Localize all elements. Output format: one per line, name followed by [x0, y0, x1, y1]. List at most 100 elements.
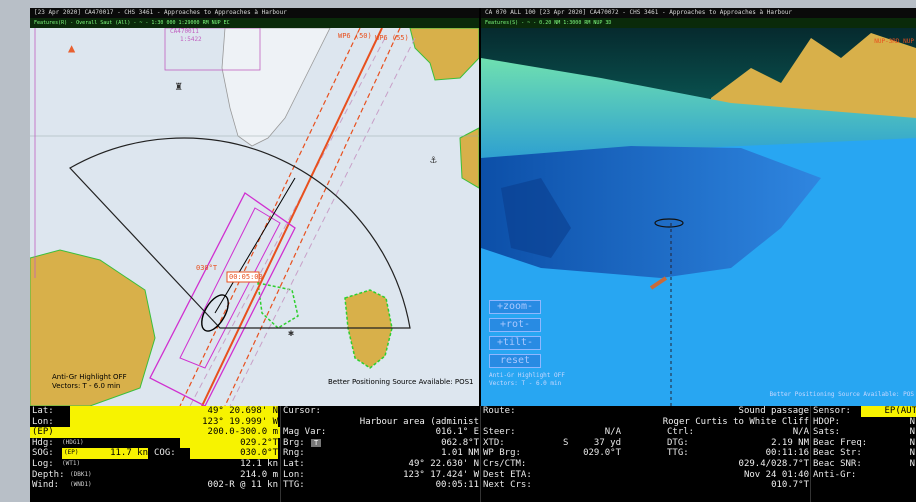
route-label: Route:	[483, 406, 516, 416]
lat-label: Lat:	[32, 406, 54, 416]
lat-value: 49° 20.698' N	[70, 406, 278, 417]
fairway-limit-b	[229, 37, 416, 406]
rng-label: Rng:	[283, 448, 305, 459]
lat-row: Lat: 49° 20.698' N	[30, 406, 280, 417]
magvar-value: 016.1° E	[435, 427, 479, 438]
beac-str-row: Beac Str: N	[811, 448, 916, 459]
chart-anti-grounding-status: Anti-Gr Highlight OFF	[52, 373, 127, 381]
route-leg	[201, 28, 383, 406]
sats-label: Sats:	[813, 427, 841, 438]
crs-value: 029.4/028.7°T	[738, 458, 809, 469]
magvar-row: Mag Var: 016.1° E	[281, 427, 481, 438]
cell-label-1: CA470011	[170, 28, 199, 35]
view3d-title: CA 070 ALL 100 [23 Apr 2020] CA470072 - …	[485, 9, 793, 16]
route-name[interactable]: Sound passage	[738, 406, 809, 416]
shoal-outline	[257, 282, 299, 329]
land-island-bottom-right	[344, 289, 393, 369]
beac-freq-value: N	[909, 437, 915, 448]
navigation-data-panel: Lat: 49° 20.698' N Lon: 123° 19.999' W (EP…	[30, 406, 916, 502]
sog-row: SOG: 11.7 kn (EP) COG: 030.0°T	[30, 448, 280, 459]
wp-ttg-value: 00:11:16	[765, 448, 809, 459]
sog-label: SOG:	[32, 448, 54, 459]
cursor-label: Cursor:	[283, 406, 321, 416]
hdop-row: HDOP: N	[811, 417, 916, 428]
terrain-mountains	[711, 33, 916, 118]
view3d-settings-bar[interactable]: Features(S) - ~ - 0.20 NM 1:3000 RM NUP …	[481, 18, 916, 28]
xtd-direction: S	[563, 437, 569, 448]
anti-gr-label: Anti-Gr:	[813, 469, 857, 480]
view3d-settings: Features(S) - ~ - 0.20 NM 1:3000 RM NUP …	[485, 20, 612, 26]
cursor-row: Cursor:	[281, 406, 481, 417]
cursor-lat-label: Lat:	[283, 458, 305, 469]
log-source: (WT1)	[62, 459, 81, 467]
hdg-value: 029.2°T	[180, 437, 278, 449]
beac-str-label: Beac Str:	[813, 448, 862, 459]
hdg-source: (HDG1)	[62, 438, 84, 446]
route-row: Route: Sound passage	[481, 406, 811, 417]
xtd-value: 37 yd	[593, 437, 621, 448]
lon-value: 123° 19.999' W	[70, 416, 278, 428]
depth-value: 214.0 m	[240, 469, 278, 480]
wpbrg-label: WP Brg:	[483, 448, 521, 459]
tilt-control-button[interactable]: +tilt-	[489, 336, 541, 350]
target-vessel-3d[interactable]	[649, 276, 668, 290]
brg-value: 062.8°T	[441, 437, 479, 448]
lon-row: Lon: 123° 19.999' W	[30, 416, 280, 428]
wpbrg-value: 029.0°T	[583, 448, 621, 459]
seabed-slope	[481, 146, 821, 278]
cursor-ttg-row: TTG: 00:05:11	[281, 480, 481, 491]
hdop-value: N	[909, 416, 915, 427]
sats-row: Sats: N	[811, 427, 916, 438]
ep-row: (EP) 200.0-300.0 m	[30, 427, 280, 438]
beacon-icon: ♜	[175, 79, 182, 93]
heading-line	[214, 177, 296, 314]
next-crs-row: Next Crs: 010.7°T	[481, 480, 811, 491]
chart-vectors-status: Vectors: T - 6.0 min	[52, 382, 121, 390]
next-crs-label: Next Crs:	[483, 480, 532, 491]
time-label: 00:05:00	[229, 273, 263, 281]
view3d-positioning-status: Better Positioning Source Available: POS	[769, 391, 915, 398]
sensor-column: Sensor: EP(AUT HDOP: N Sats: N Beac Freq: N …	[810, 406, 916, 502]
log-label: Log:	[32, 458, 54, 469]
cell-boundary	[164, 28, 261, 71]
buoy-icon: ⚓	[429, 153, 437, 166]
reset-control-button[interactable]: reset	[489, 354, 541, 368]
steer-label: Steer:	[483, 427, 516, 438]
chart-title-bar: [23 Apr 2020] CA470017 - CHS 3461 - Appr…	[30, 8, 479, 18]
view3d-title-bar: CA 070 ALL 100 [23 Apr 2020] CA470072 - …	[481, 8, 916, 18]
sensor-value[interactable]: EP(AUT	[861, 406, 916, 417]
view3d-pane[interactable]: CA 070 ALL 100 [23 Apr 2020] CA470072 - …	[481, 8, 916, 406]
log-value: 12.1 kn	[240, 458, 278, 469]
crs-row: Crs/CTM: 029.4/028.7°T	[481, 459, 811, 470]
cursor-lon-row: Lon: 123° 17.424' W	[281, 470, 481, 481]
xtd-label: XTD:	[483, 437, 505, 448]
rotate-control-button[interactable]: +rot-	[489, 318, 541, 332]
seabed-ridge	[501, 178, 571, 258]
brg-label: Brg:	[283, 437, 305, 448]
ecdis-display: [23 Apr 2020] CA470017 - CHS 3461 - Appr…	[30, 8, 916, 502]
ctrl-label: Ctrl:	[667, 427, 695, 438]
chart-settings: Features(R) - Overall Saut (All) - ~ - 1…	[34, 20, 230, 26]
xtd-row: XTD: S 37 yd DTG: 2.19 NM	[481, 438, 811, 449]
log-row: Log: (WT1) 12.1 kn	[30, 459, 280, 470]
zoom-control-button[interactable]: +zoom-	[489, 300, 541, 314]
guard-sector	[69, 137, 411, 329]
rng-value: 1.01 NM	[441, 448, 479, 459]
beac-snr-label: Beac SNR:	[813, 458, 862, 469]
time-label-box	[226, 271, 260, 283]
anti-gr-row: Anti-Gr:	[811, 470, 916, 481]
cursor-column: Cursor: Harbour area (administ Mag Var: 0…	[280, 406, 481, 502]
bearing-label: 030°T	[196, 264, 218, 272]
rng-row: Rng: 1.01 NM	[281, 448, 481, 459]
land-island-top-right	[409, 28, 479, 81]
chart-pane[interactable]: [23 Apr 2020] CA470017 - CHS 3461 - Appr…	[30, 8, 479, 406]
land-bottom-left	[30, 249, 156, 406]
chart-canvas[interactable]: ♜ ▲ ⚓ ✱	[30, 28, 479, 406]
route-column: Route: Sound passage Roger Curtis to Whit…	[480, 406, 811, 502]
brg-mode-toggle[interactable]: T	[311, 438, 322, 447]
cog-value: 030.0°T	[190, 448, 278, 459]
view3d-canvas[interactable]	[481, 28, 916, 406]
own-ship-3d-symbol[interactable]	[654, 218, 684, 228]
ep-label: (EP)	[32, 427, 54, 438]
chart-settings-bar[interactable]: Features(R) - Overall Saut (All) - ~ - 1…	[30, 18, 479, 28]
